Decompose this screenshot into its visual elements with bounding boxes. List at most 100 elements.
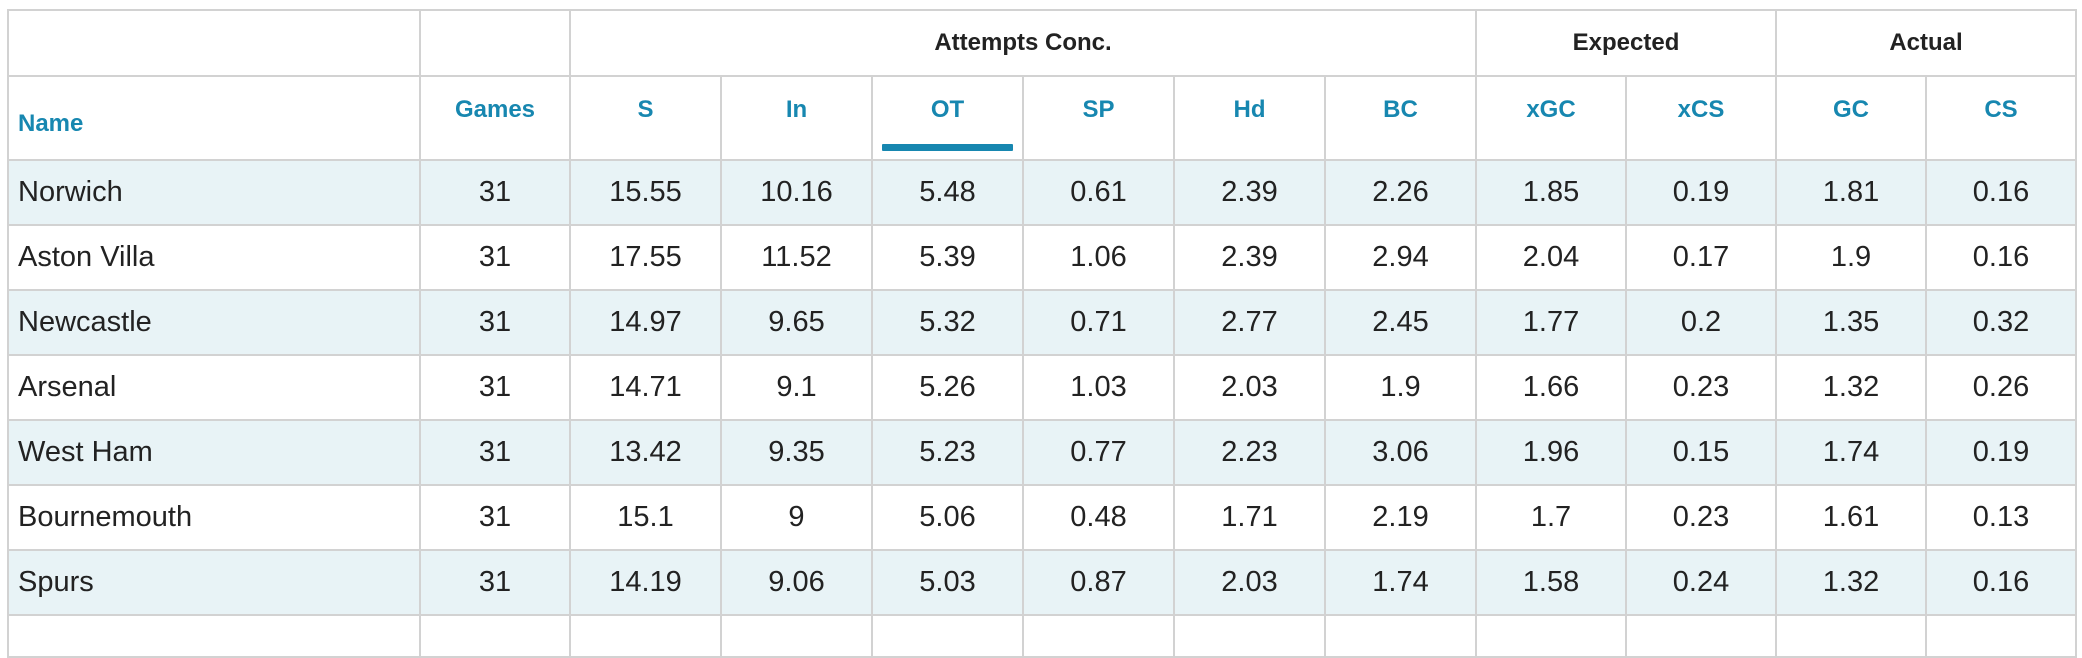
group-header-actual: Actual bbox=[1774, 9, 2078, 77]
cell-ot: 5.26 bbox=[871, 354, 1024, 421]
cell-ot: 5.48 bbox=[871, 159, 1024, 226]
cell-bc: 1.74 bbox=[1324, 549, 1477, 616]
cell-name: Spurs bbox=[7, 549, 421, 616]
cell-name: Norwich bbox=[7, 159, 421, 226]
cell-name: Arsenal bbox=[7, 354, 421, 421]
group-header-name bbox=[7, 9, 421, 77]
cell-in: 9.35 bbox=[720, 419, 873, 486]
cell-sp: 1.06 bbox=[1022, 224, 1175, 291]
stats-table-container: Attempts Conc. Expected Actual Name Game… bbox=[7, 9, 2078, 658]
cell-name: Bournemouth bbox=[7, 484, 421, 551]
cell-gc: 1.9 bbox=[1775, 224, 1927, 291]
cell-games: 31 bbox=[419, 419, 571, 486]
column-header-name[interactable]: Name bbox=[7, 75, 421, 161]
cell-hd: 1.71 bbox=[1173, 484, 1326, 551]
cell-s: 14.97 bbox=[569, 289, 722, 356]
table-row: Norwich 31 15.55 10.16 5.48 0.61 2.39 2.26 1.85 0… bbox=[7, 159, 2078, 226]
cell-sp: 0.77 bbox=[1022, 419, 1175, 486]
cell-xcs: 0.23 bbox=[1625, 484, 1777, 551]
cell-sp: 1.03 bbox=[1022, 354, 1175, 421]
cell-name: Aston Villa bbox=[7, 224, 421, 291]
cell-cs: 0.16 bbox=[1924, 549, 2078, 616]
cell-gc: 1.61 bbox=[1775, 484, 1927, 551]
cell-xgc bbox=[1475, 614, 1627, 658]
cell-hd: 2.39 bbox=[1173, 224, 1326, 291]
cell-sp: 0.61 bbox=[1022, 159, 1175, 226]
table-row: Aston Villa 31 17.55 11.52 5.39 1.06 2.39 2.94 2… bbox=[7, 224, 2078, 291]
cell-hd: 2.77 bbox=[1173, 289, 1326, 356]
cell-in bbox=[720, 614, 873, 658]
cell-ot: 5.32 bbox=[871, 289, 1024, 356]
cell-cs bbox=[1924, 614, 2078, 658]
cell-name: West Ham bbox=[7, 419, 421, 486]
cell-in: 11.52 bbox=[720, 224, 873, 291]
cell-cs: 0.32 bbox=[1924, 289, 2078, 356]
cell-xcs: 0.23 bbox=[1625, 354, 1777, 421]
group-header-expected: Expected bbox=[1475, 9, 1777, 77]
table-row: West Ham 31 13.42 9.35 5.23 0.77 2.23 3.06 1.96 0… bbox=[7, 419, 2078, 486]
column-header-row: Name Games S In OT SP Hd BC xGC xCS GC C… bbox=[7, 75, 2078, 161]
cell-games bbox=[419, 614, 571, 658]
cell-sp: 0.71 bbox=[1022, 289, 1175, 356]
cell-games: 31 bbox=[419, 549, 571, 616]
cell-bc: 2.94 bbox=[1324, 224, 1477, 291]
cell-gc: 1.32 bbox=[1775, 549, 1927, 616]
cell-xgc: 1.58 bbox=[1475, 549, 1627, 616]
column-header-hd[interactable]: Hd bbox=[1173, 75, 1326, 161]
cell-s: 15.1 bbox=[569, 484, 722, 551]
column-header-in[interactable]: In bbox=[720, 75, 873, 161]
column-header-gc[interactable]: GC bbox=[1775, 75, 1927, 161]
cell-bc: 2.45 bbox=[1324, 289, 1477, 356]
cell-s: 13.42 bbox=[569, 419, 722, 486]
cell-xcs: 0.2 bbox=[1625, 289, 1777, 356]
cell-cs: 0.26 bbox=[1924, 354, 2078, 421]
group-header-games bbox=[419, 9, 571, 77]
cell-bc: 2.19 bbox=[1324, 484, 1477, 551]
cell-xcs: 0.24 bbox=[1625, 549, 1777, 616]
table-body: Norwich 31 15.55 10.16 5.48 0.61 2.39 2.26 1.85 0… bbox=[7, 159, 2078, 658]
table-row: Bournemouth 31 15.1 9 5.06 0.48 1.71 2.19 1.7 0.2… bbox=[7, 484, 2078, 551]
column-header-ot[interactable]: OT bbox=[871, 75, 1024, 161]
cell-in: 9.1 bbox=[720, 354, 873, 421]
cell-ot: 5.06 bbox=[871, 484, 1024, 551]
cell-ot: 5.23 bbox=[871, 419, 1024, 486]
cell-gc bbox=[1775, 614, 1927, 658]
cell-ot: 5.39 bbox=[871, 224, 1024, 291]
column-header-games[interactable]: Games bbox=[419, 75, 571, 161]
cell-gc: 1.74 bbox=[1775, 419, 1927, 486]
column-header-xcs[interactable]: xCS bbox=[1625, 75, 1777, 161]
cell-s bbox=[569, 614, 722, 658]
cell-hd: 2.03 bbox=[1173, 354, 1326, 421]
column-header-bc[interactable]: BC bbox=[1324, 75, 1477, 161]
cell-bc: 3.06 bbox=[1324, 419, 1477, 486]
table-row: Spurs 31 14.19 9.06 5.03 0.87 2.03 1.74 1.58 0.24… bbox=[7, 549, 2078, 616]
cell-xcs bbox=[1625, 614, 1777, 658]
table-row: Newcastle 31 14.97 9.65 5.32 0.71 2.77 2.45 1.77… bbox=[7, 289, 2078, 356]
cell-games: 31 bbox=[419, 224, 571, 291]
column-header-sp[interactable]: SP bbox=[1022, 75, 1175, 161]
cell-xgc: 1.77 bbox=[1475, 289, 1627, 356]
cell-cs: 0.16 bbox=[1924, 224, 2078, 291]
group-header-attempts-conceded: Attempts Conc. bbox=[569, 9, 1477, 77]
cell-bc bbox=[1324, 614, 1477, 658]
cell-sp bbox=[1022, 614, 1175, 658]
cell-hd: 2.39 bbox=[1173, 159, 1326, 226]
cell-s: 14.71 bbox=[569, 354, 722, 421]
cell-in: 9.06 bbox=[720, 549, 873, 616]
column-header-cs[interactable]: CS bbox=[1924, 75, 2078, 161]
column-header-s[interactable]: S bbox=[569, 75, 722, 161]
cell-xgc: 1.85 bbox=[1475, 159, 1627, 226]
cell-in: 9 bbox=[720, 484, 873, 551]
cell-hd: 2.03 bbox=[1173, 549, 1326, 616]
cell-games: 31 bbox=[419, 289, 571, 356]
cell-ot: 5.03 bbox=[871, 549, 1024, 616]
column-header-xgc[interactable]: xGC bbox=[1475, 75, 1627, 161]
cell-name bbox=[7, 614, 421, 658]
cell-bc: 2.26 bbox=[1324, 159, 1477, 226]
cell-xcs: 0.17 bbox=[1625, 224, 1777, 291]
cell-in: 9.65 bbox=[720, 289, 873, 356]
cell-games: 31 bbox=[419, 484, 571, 551]
cell-xcs: 0.19 bbox=[1625, 159, 1777, 226]
cell-gc: 1.32 bbox=[1775, 354, 1927, 421]
cell-s: 17.55 bbox=[569, 224, 722, 291]
